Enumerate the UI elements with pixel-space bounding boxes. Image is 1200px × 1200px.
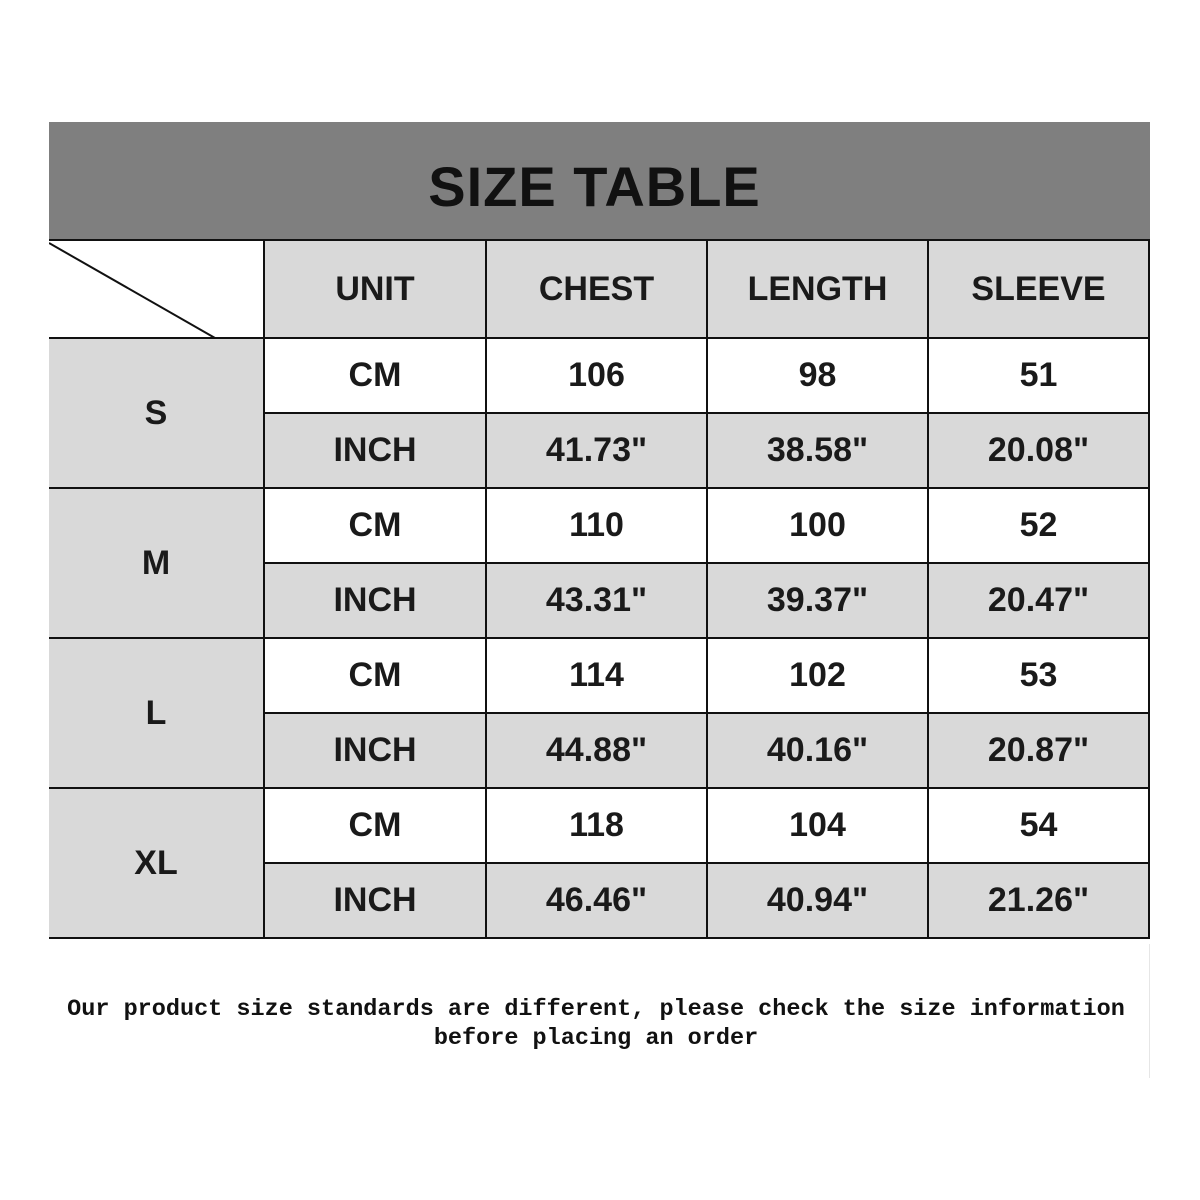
chest-cell: 110 (485, 487, 708, 564)
title-bar: SIZE TABLE (49, 122, 1150, 239)
sleeve-cell: 51 (927, 337, 1150, 414)
table-row: M CM 110 100 52 (49, 487, 1150, 639)
chest-cell: 118 (485, 787, 708, 864)
size-label: M (49, 487, 265, 639)
sleeve-cell: 20.47" (927, 562, 1150, 639)
size-label: S (49, 337, 265, 489)
length-cell: 40.16" (706, 712, 929, 789)
length-cell: 38.58" (706, 412, 929, 489)
size-table: UNIT CHEST LENGTH SLEEVE S CM 106 98 51 INCH 4… (49, 239, 1150, 939)
page-title: SIZE TABLE (428, 155, 761, 218)
table-row: S CM 106 98 51 (49, 337, 1150, 489)
table-row: XL CM 118 104 54 (49, 787, 1150, 939)
unit-cell: CM (263, 487, 487, 564)
note-line-2: before placing an order (433, 1025, 759, 1052)
unit-cell: INCH (263, 562, 487, 639)
unit-cell: INCH (263, 412, 487, 489)
unit-cell: CM (263, 637, 487, 714)
length-cell: 104 (706, 787, 929, 864)
header-row: UNIT CHEST LENGTH SLEEVE (49, 239, 1150, 339)
chest-cell: 114 (485, 637, 708, 714)
chest-cell: 46.46" (485, 862, 708, 939)
size-note: Our product size standards are different… (0, 995, 1192, 1053)
chest-cell: 41.73" (485, 412, 708, 489)
length-cell: 98 (706, 337, 929, 414)
column-header-sleeve: SLEEVE (927, 239, 1150, 339)
edge-line (1149, 944, 1150, 1078)
corner-cell (49, 239, 265, 339)
column-header-unit: UNIT (263, 239, 487, 339)
chest-cell: 44.88" (485, 712, 708, 789)
unit-cell: INCH (263, 712, 487, 789)
unit-cell: CM (263, 787, 487, 864)
note-line-1: Our product size standards are different… (67, 996, 1125, 1023)
table-row: INCH 46.46" 40.94" 21.26" (49, 862, 1150, 939)
length-cell: 39.37" (706, 562, 929, 639)
unit-cell: CM (263, 337, 487, 414)
sleeve-cell: 52 (927, 487, 1150, 564)
length-cell: 100 (706, 487, 929, 564)
length-cell: 40.94" (706, 862, 929, 939)
column-header-length: LENGTH (706, 239, 929, 339)
size-label: XL (49, 787, 265, 939)
sleeve-cell: 20.08" (927, 412, 1150, 489)
table-row: INCH 41.73" 38.58" 20.08" (49, 412, 1150, 489)
length-cell: 102 (706, 637, 929, 714)
chest-cell: 43.31" (485, 562, 708, 639)
table-row: INCH 43.31" 39.37" 20.47" (49, 562, 1150, 639)
size-label: L (49, 637, 265, 789)
sleeve-cell: 54 (927, 787, 1150, 864)
sleeve-cell: 20.87" (927, 712, 1150, 789)
diagonal-divider (49, 242, 216, 339)
chest-cell: 106 (485, 337, 708, 414)
sleeve-cell: 53 (927, 637, 1150, 714)
table-row: L CM 114 102 53 (49, 637, 1150, 789)
sleeve-cell: 21.26" (927, 862, 1150, 939)
table-row: INCH 44.88" 40.16" 20.87" (49, 712, 1150, 789)
unit-cell: INCH (263, 862, 487, 939)
column-header-chest: CHEST (485, 239, 708, 339)
